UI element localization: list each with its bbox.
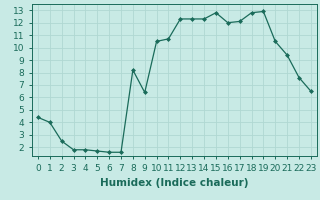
X-axis label: Humidex (Indice chaleur): Humidex (Indice chaleur) (100, 178, 249, 188)
